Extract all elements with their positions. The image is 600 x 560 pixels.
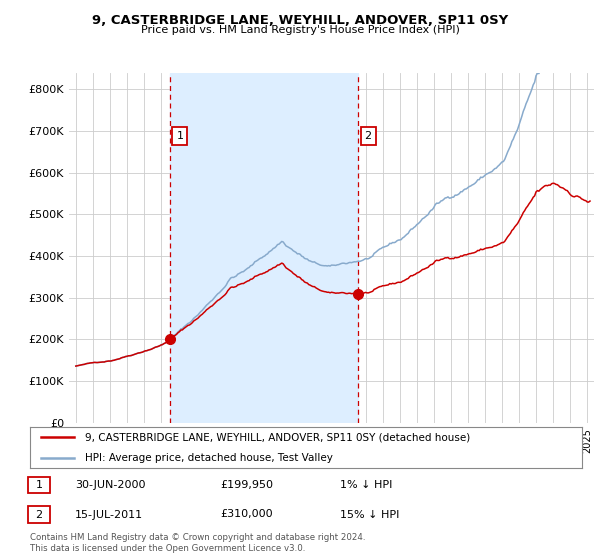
Text: 9, CASTERBRIDGE LANE, WEYHILL, ANDOVER, SP11 0SY (detached house): 9, CASTERBRIDGE LANE, WEYHILL, ANDOVER, … bbox=[85, 432, 470, 442]
Text: 1: 1 bbox=[35, 480, 43, 490]
Text: Price paid vs. HM Land Registry's House Price Index (HPI): Price paid vs. HM Land Registry's House … bbox=[140, 25, 460, 35]
Text: 15-JUL-2011: 15-JUL-2011 bbox=[75, 510, 143, 520]
Text: £310,000: £310,000 bbox=[220, 510, 272, 520]
Bar bbox=[170, 73, 358, 423]
Text: HPI: Average price, detached house, Test Valley: HPI: Average price, detached house, Test… bbox=[85, 452, 333, 463]
Text: Contains HM Land Registry data © Crown copyright and database right 2024.
This d: Contains HM Land Registry data © Crown c… bbox=[30, 533, 365, 553]
Text: 2: 2 bbox=[365, 131, 371, 141]
Text: 15% ↓ HPI: 15% ↓ HPI bbox=[340, 510, 400, 520]
Text: £199,950: £199,950 bbox=[220, 480, 273, 490]
FancyBboxPatch shape bbox=[28, 506, 50, 522]
Text: 2: 2 bbox=[35, 510, 43, 520]
Text: 9, CASTERBRIDGE LANE, WEYHILL, ANDOVER, SP11 0SY: 9, CASTERBRIDGE LANE, WEYHILL, ANDOVER, … bbox=[92, 14, 508, 27]
Text: 1% ↓ HPI: 1% ↓ HPI bbox=[340, 480, 392, 490]
Text: 30-JUN-2000: 30-JUN-2000 bbox=[75, 480, 146, 490]
Text: 1: 1 bbox=[176, 131, 184, 141]
FancyBboxPatch shape bbox=[28, 477, 50, 493]
